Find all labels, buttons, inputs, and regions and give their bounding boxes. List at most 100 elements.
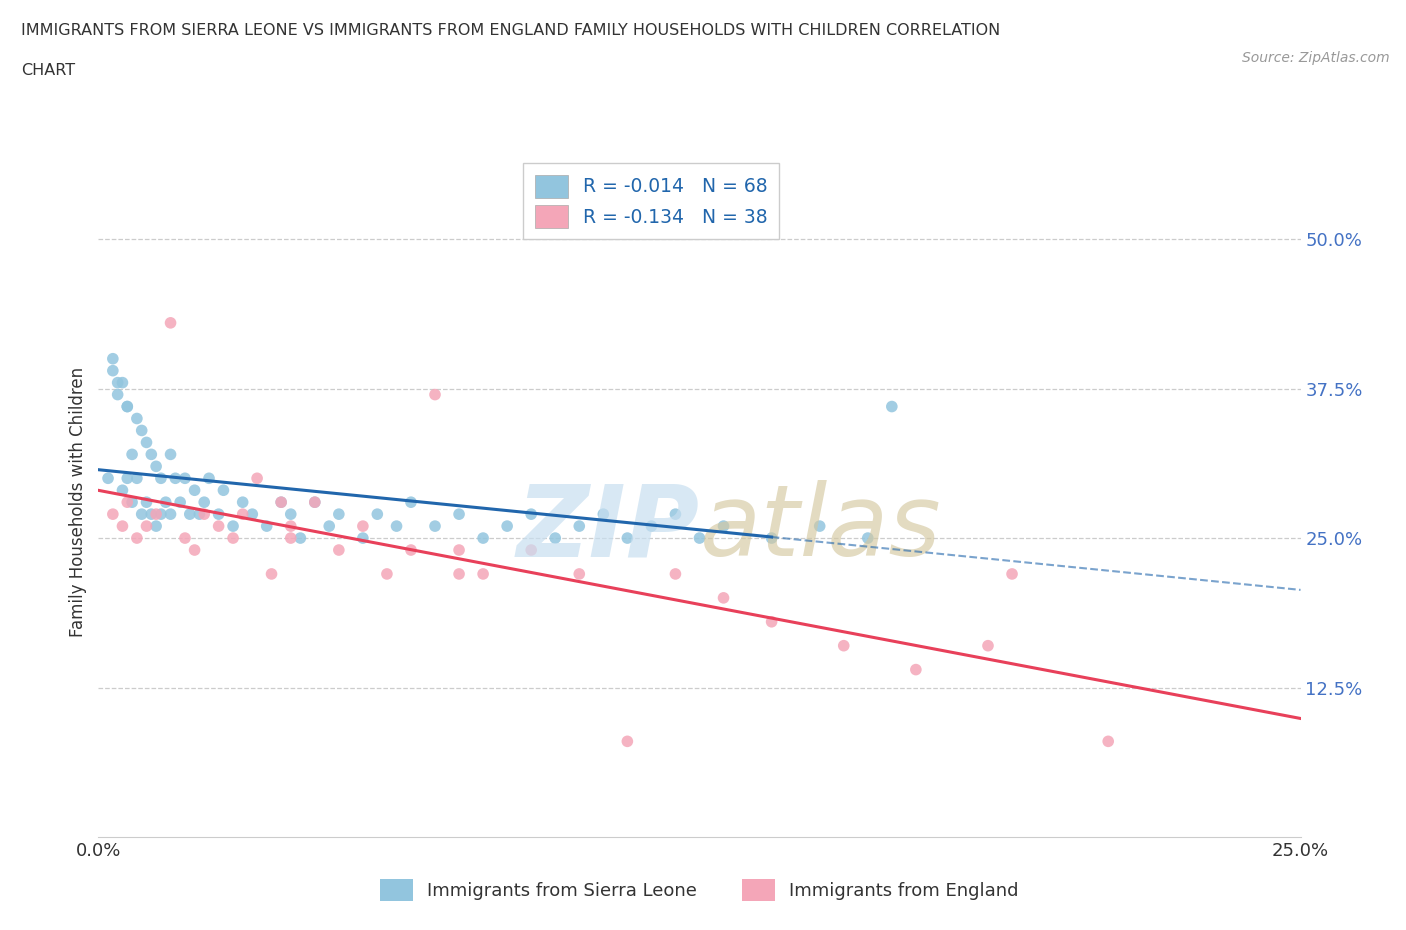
Point	[183, 483, 205, 498]
Point	[188, 507, 211, 522]
Point	[270, 495, 292, 510]
Point	[399, 542, 422, 557]
Point	[145, 507, 167, 522]
Point	[352, 519, 374, 534]
Point	[165, 471, 187, 485]
Point	[761, 615, 783, 630]
Point	[447, 566, 470, 581]
Point	[121, 447, 143, 462]
Point	[193, 495, 215, 510]
Point	[260, 566, 283, 581]
Point	[1001, 566, 1024, 581]
Point	[761, 531, 783, 546]
Point	[616, 734, 638, 749]
Point	[193, 507, 215, 522]
Point	[472, 566, 495, 581]
Point	[520, 542, 543, 557]
Point	[366, 507, 388, 522]
Point	[232, 507, 254, 522]
Point	[280, 531, 302, 546]
Text: Source: ZipAtlas.com: Source: ZipAtlas.com	[1241, 51, 1389, 65]
Point	[423, 519, 446, 534]
Text: ZIP: ZIP	[516, 481, 699, 578]
Point	[713, 591, 735, 605]
Point	[1097, 734, 1119, 749]
Point	[169, 495, 191, 510]
Point	[304, 495, 326, 510]
Point	[290, 531, 312, 546]
Point	[664, 507, 686, 522]
Point	[447, 507, 470, 522]
Point	[904, 662, 927, 677]
Point	[101, 364, 124, 379]
Point	[101, 352, 124, 366]
Point	[155, 495, 177, 510]
Point	[240, 507, 263, 522]
Point	[447, 542, 470, 557]
Point	[385, 519, 408, 534]
Point	[149, 507, 172, 522]
Point	[107, 375, 129, 390]
Point	[568, 519, 591, 534]
Point	[141, 507, 163, 522]
Point	[423, 387, 446, 402]
Point	[880, 399, 903, 414]
Point	[121, 495, 143, 510]
Point	[568, 566, 591, 581]
Point	[179, 507, 201, 522]
Point	[125, 411, 148, 426]
Point	[256, 519, 278, 534]
Point	[183, 542, 205, 557]
Point	[688, 531, 710, 546]
Y-axis label: Family Households with Children: Family Households with Children	[69, 367, 87, 637]
Point	[135, 435, 157, 450]
Point	[212, 483, 235, 498]
Point	[111, 519, 134, 534]
Point	[328, 507, 350, 522]
Point	[131, 507, 153, 522]
Point	[232, 495, 254, 510]
Point	[520, 507, 543, 522]
Point	[174, 471, 197, 485]
Point	[111, 375, 134, 390]
Point	[544, 531, 567, 546]
Point	[280, 507, 302, 522]
Point	[117, 471, 139, 485]
Point	[141, 447, 163, 462]
Point	[222, 531, 245, 546]
Point	[135, 519, 157, 534]
Point	[270, 495, 292, 510]
Point	[111, 483, 134, 498]
Point	[117, 399, 139, 414]
Legend: Immigrants from Sierra Leone, Immigrants from England: Immigrants from Sierra Leone, Immigrants…	[373, 871, 1026, 909]
Point	[135, 495, 157, 510]
Point	[145, 458, 167, 473]
Point	[174, 531, 197, 546]
Point	[352, 531, 374, 546]
Point	[318, 519, 340, 534]
Point	[304, 495, 326, 510]
Point	[222, 519, 245, 534]
Point	[149, 471, 172, 485]
Point	[131, 423, 153, 438]
Point	[616, 531, 638, 546]
Point	[280, 519, 302, 534]
Point	[145, 519, 167, 534]
Point	[117, 495, 139, 510]
Point	[808, 519, 831, 534]
Point	[97, 471, 120, 485]
Point	[208, 507, 231, 522]
Point	[159, 447, 181, 462]
Point	[107, 387, 129, 402]
Point	[640, 519, 662, 534]
Point	[246, 471, 269, 485]
Point	[328, 542, 350, 557]
Point	[125, 471, 148, 485]
Point	[117, 399, 139, 414]
Point	[664, 566, 686, 581]
Point	[125, 531, 148, 546]
Text: IMMIGRANTS FROM SIERRA LEONE VS IMMIGRANTS FROM ENGLAND FAMILY HOUSEHOLDS WITH C: IMMIGRANTS FROM SIERRA LEONE VS IMMIGRAN…	[21, 23, 1000, 38]
Point	[198, 471, 221, 485]
Point	[592, 507, 614, 522]
Point	[832, 638, 855, 653]
